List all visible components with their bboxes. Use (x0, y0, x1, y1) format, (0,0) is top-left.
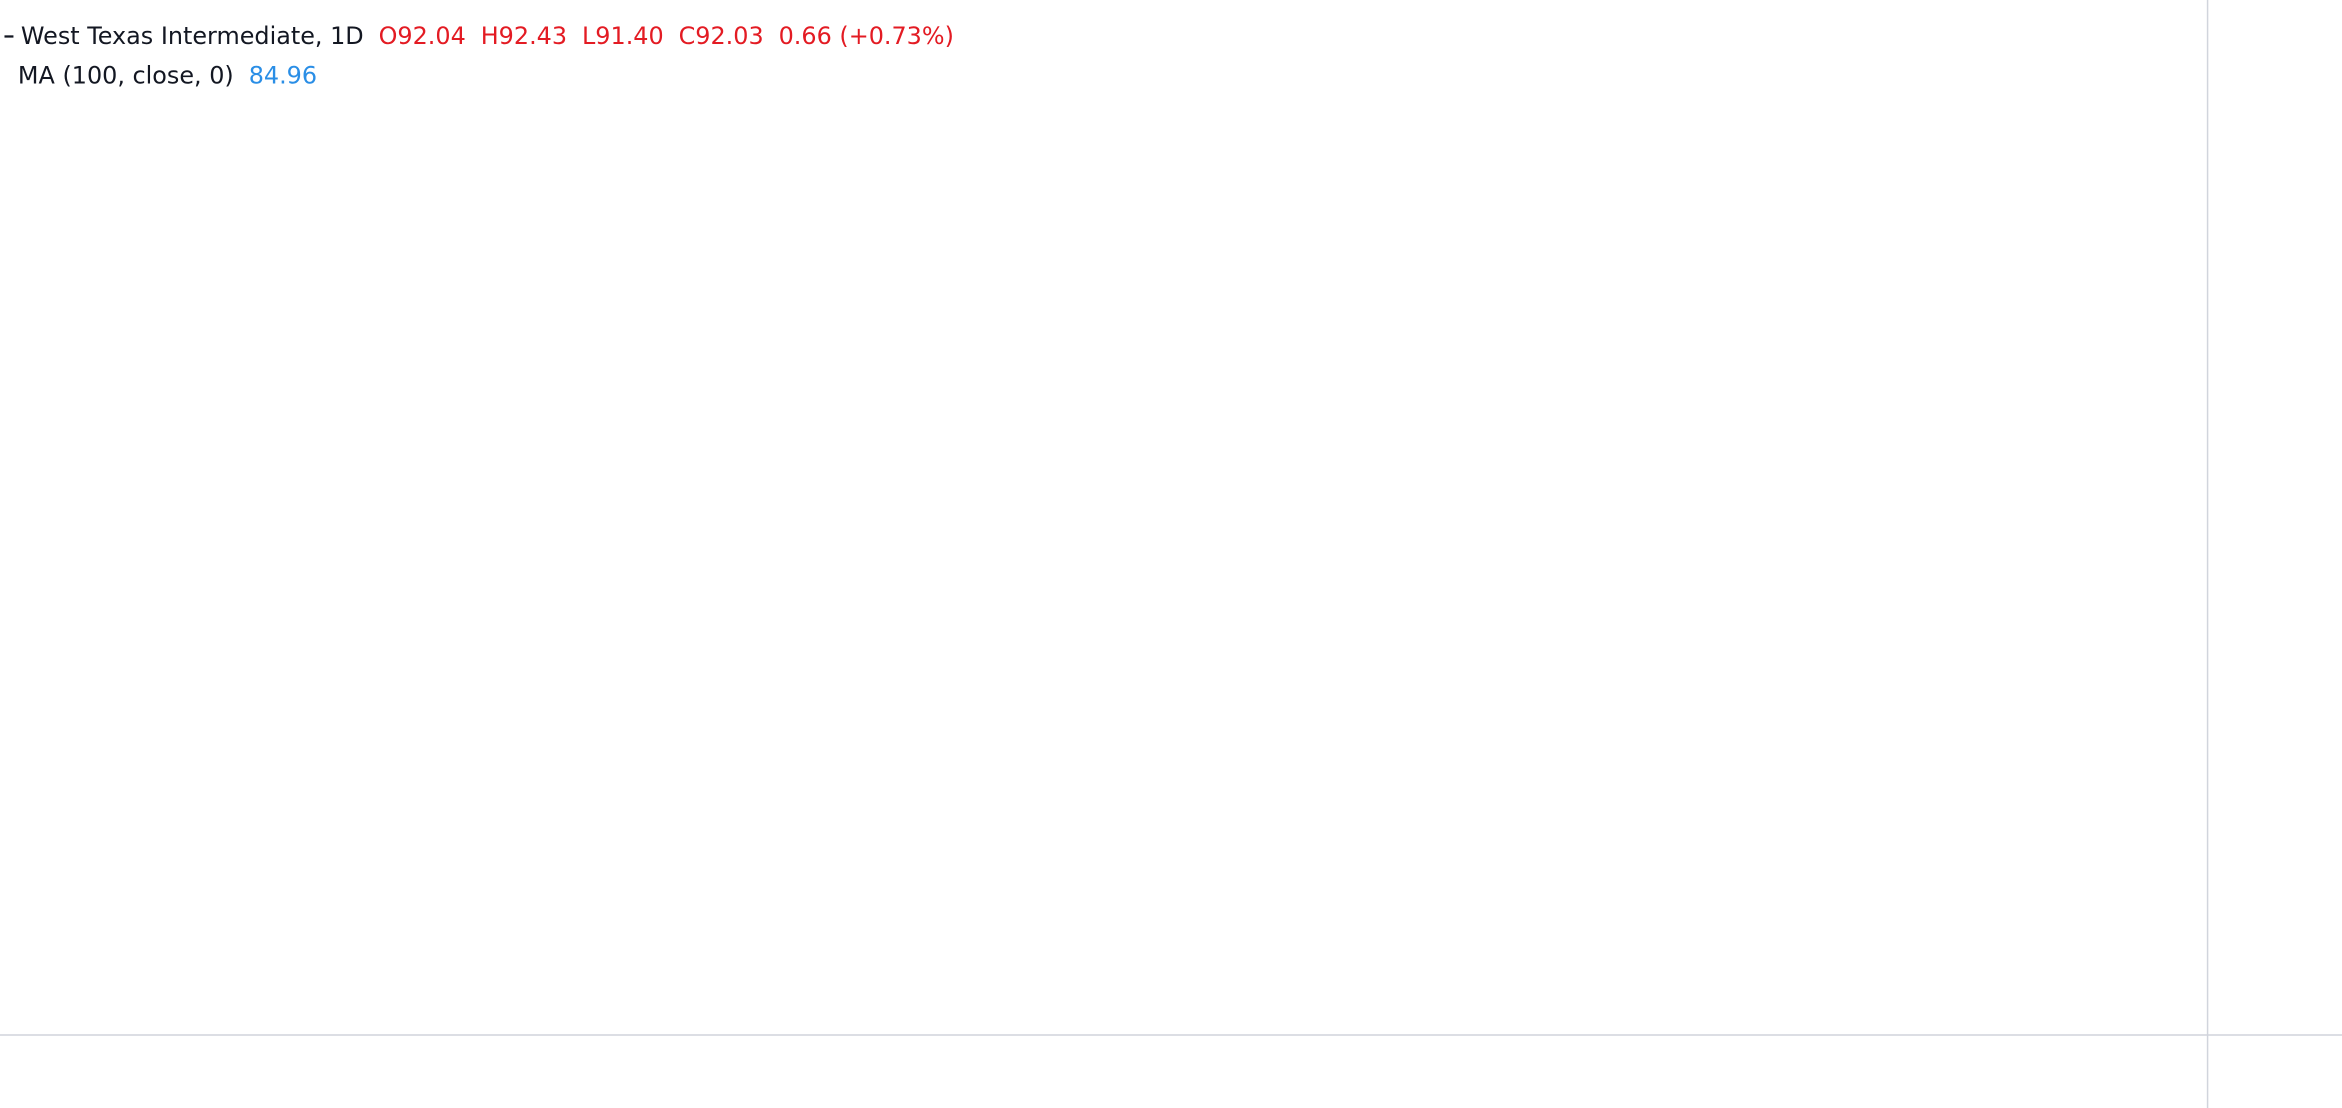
legend-header: West Texas Intermediate, 1D O92.04 H92.43 L… (21, 22, 954, 50)
close: C92.03 (679, 22, 764, 50)
ma-value: 84.96 (249, 61, 317, 89)
low: L91.40 (582, 22, 664, 50)
ma-name: MA (100, close, 0) (18, 61, 234, 89)
high: H92.43 (481, 22, 567, 50)
symbol: West Texas Intermediate, 1D (21, 22, 364, 50)
ma-legend: MA (100, close, 0) 84.96 (18, 61, 317, 89)
change: 0.66 (+0.73%) (779, 22, 954, 50)
open: O92.04 (379, 22, 466, 50)
